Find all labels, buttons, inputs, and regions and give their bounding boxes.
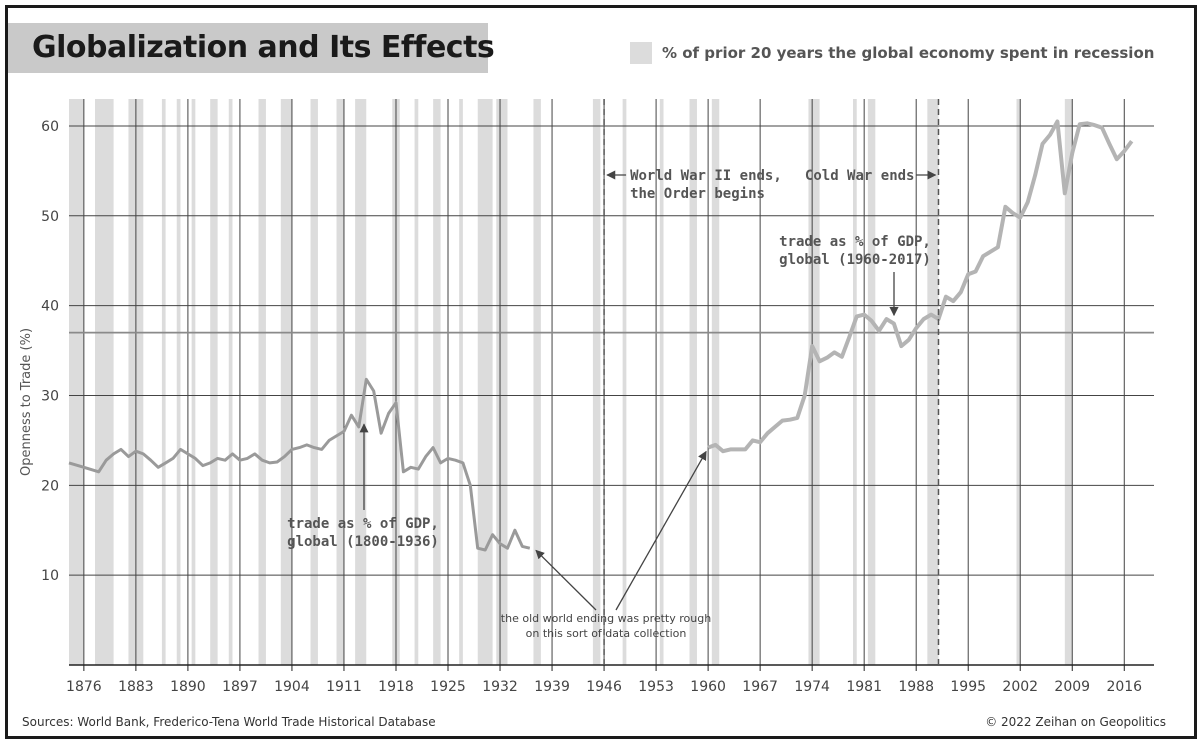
recession-band xyxy=(258,99,266,665)
recession-band xyxy=(927,99,939,665)
recession-band xyxy=(867,99,876,665)
x-tick-label: 1946 xyxy=(586,679,622,695)
x-tick-label: 1932 xyxy=(482,679,518,695)
annotation-ww2: the Order begins xyxy=(630,186,765,202)
recession-band xyxy=(659,99,664,665)
x-tick-label: 2016 xyxy=(1106,679,1142,695)
recession-band xyxy=(310,99,318,665)
recession-band xyxy=(711,99,720,665)
recession-band xyxy=(1064,99,1073,665)
x-tick-label: 2002 xyxy=(1002,679,1038,695)
recession-band xyxy=(355,99,367,665)
x-tick-label: 1988 xyxy=(898,679,934,695)
recession-band xyxy=(95,99,114,665)
series-line-historical xyxy=(68,377,531,552)
y-tick-label: 50 xyxy=(41,209,59,225)
recession-band xyxy=(210,99,218,665)
y-tick-label: 20 xyxy=(41,478,59,494)
recession-band xyxy=(496,99,508,665)
annotation-coldwar: Cold War ends xyxy=(805,168,915,184)
y-tick-label: 40 xyxy=(41,299,59,315)
legend: % of prior 20 years the global economy s… xyxy=(630,42,1154,64)
title-banner: Globalization and Its Effects xyxy=(8,23,495,73)
arrow-rough-note-right xyxy=(615,450,707,611)
annotation-historical-label: trade as % of GDP, xyxy=(287,516,439,532)
x-tick-label: 1967 xyxy=(742,679,778,695)
recession-band xyxy=(622,99,627,665)
recession-band xyxy=(459,99,463,665)
legend-label: % of prior 20 years the global economy s… xyxy=(662,44,1155,62)
recession-band xyxy=(161,99,166,665)
annotation-historical-label: global (1800-1936) xyxy=(287,534,439,550)
series-line-modern xyxy=(707,119,1134,454)
axes: 10 20 30 40 50 60 1876 1883 1890 1897 1904 1911 1918… xyxy=(19,119,1154,695)
annotation-rough-note: the old world ending was pretty rough xyxy=(501,612,711,625)
chart-svg: 10 20 30 40 50 60 1876 1883 1890 1897 1904 1911 1918… xyxy=(19,99,1154,695)
annotation-ww2: World War II ends, xyxy=(630,168,782,184)
y-tick-label: 30 xyxy=(41,388,59,404)
recession-band xyxy=(433,99,441,665)
annotation-modern-label: trade as % of GDP, xyxy=(779,234,931,250)
x-tick-label: 1911 xyxy=(326,679,362,695)
series-lines xyxy=(68,119,1154,552)
y-tick-label: 60 xyxy=(41,119,59,135)
recession-band xyxy=(414,99,419,665)
recession-band xyxy=(280,99,292,665)
sources-note: Sources: World Bank, Frederico-Tena Worl… xyxy=(22,715,436,729)
x-tick-label: 1890 xyxy=(170,679,206,695)
x-tick-label: 1995 xyxy=(950,679,986,695)
x-tick-label: 1925 xyxy=(430,679,466,695)
recession-band xyxy=(689,99,697,665)
x-tick-label: 1904 xyxy=(274,679,310,695)
legend-swatch-recession xyxy=(630,42,652,64)
arrow-rough-note-left xyxy=(535,549,597,611)
x-tick-label: 1953 xyxy=(638,679,674,695)
recession-band xyxy=(853,99,857,665)
chart-title: Globalization and Its Effects xyxy=(32,30,495,65)
x-tick-label: 1876 xyxy=(66,679,102,695)
x-tick-label: 1960 xyxy=(690,679,726,695)
chart-frame: Globalization and Its Effects % of prior… xyxy=(5,5,1197,739)
recession-band xyxy=(808,99,820,665)
recession-band xyxy=(1016,99,1021,665)
annotations: World War II ends, the Order begins Cold W… xyxy=(287,99,940,665)
x-tick-label: 1939 xyxy=(534,679,570,695)
recession-bands xyxy=(69,99,1073,665)
x-tick-label: 1918 xyxy=(378,679,414,695)
annotation-rough-note: on this sort of data collection xyxy=(526,627,687,640)
x-tick-label: 1974 xyxy=(794,679,830,695)
copyright-note: © 2022 Zeihan on Geopolitics xyxy=(985,715,1166,729)
y-tick-label: 10 xyxy=(41,568,59,584)
y-axis-label: Openness to Trade (%) xyxy=(19,328,34,476)
x-tick-label: 1981 xyxy=(846,679,882,695)
recession-band xyxy=(228,99,233,665)
annotation-modern-label: global (1960-2017) xyxy=(779,252,931,268)
recession-band xyxy=(477,99,493,665)
recession-band xyxy=(533,99,541,665)
recession-band xyxy=(592,99,601,665)
x-tick-label: 1883 xyxy=(118,679,154,695)
recession-band xyxy=(336,99,344,665)
recession-band xyxy=(176,99,181,665)
recession-band xyxy=(191,99,196,665)
x-tick-label: 1897 xyxy=(222,679,258,695)
recession-band xyxy=(69,99,84,665)
x-tick-label: 2009 xyxy=(1054,679,1090,695)
